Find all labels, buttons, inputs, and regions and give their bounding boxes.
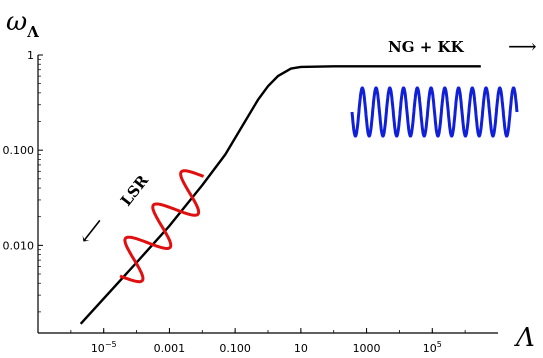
- y-tick-label: 0.010: [3, 239, 35, 252]
- x-axis-title: Λ: [514, 323, 535, 353]
- ngkk-arrow: ⟶: [508, 34, 537, 58]
- x-tick-label: 0.001: [154, 342, 186, 355]
- y-tick-label: 0.100: [3, 144, 35, 157]
- ngkk-label: NG + KK: [388, 38, 465, 56]
- y-axis-title: ωΛ: [6, 7, 39, 41]
- lsr-label: LSR: [117, 171, 152, 209]
- low-frequency-wave: [119, 169, 205, 284]
- x-tick-label: 105: [423, 340, 442, 355]
- x-tick-label: 10−5: [91, 340, 117, 355]
- x-tick-label: 0.100: [219, 342, 251, 355]
- x-tick-label: 10: [294, 342, 308, 355]
- lsr-arrow: ⟵: [73, 212, 110, 249]
- high-frequency-wave: [350, 86, 519, 138]
- x-ticks: 10−5 0.001 0.100 10 1000 105: [70, 328, 466, 355]
- y-tick-label: 1: [27, 49, 34, 62]
- series-line: [79, 65, 481, 325]
- x-tick-label: 1000: [353, 342, 381, 355]
- y-ticks: 0.010 0.100 1: [3, 49, 43, 313]
